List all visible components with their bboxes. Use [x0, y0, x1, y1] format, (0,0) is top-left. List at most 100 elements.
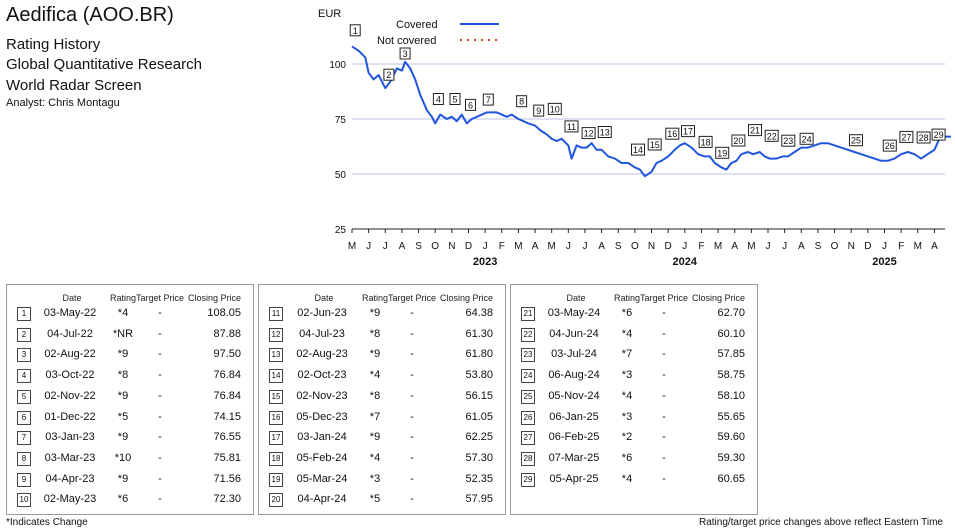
table-row: 8 03-Mar-23 *10 - 75.81 — [7, 449, 253, 469]
footnote-change: *Indicates Change — [6, 517, 88, 528]
row-date: 04-Apr-23 — [45, 472, 95, 485]
rating-marker-label: 11 — [567, 122, 576, 132]
rating-marker-label: 23 — [783, 136, 793, 146]
x-month-label: A — [798, 241, 805, 252]
row-closing-price: 60.10 — [717, 327, 745, 340]
row-number-badge: 4 — [17, 369, 31, 384]
row-date: 03-Oct-22 — [45, 369, 95, 382]
row-number-badge: 7 — [17, 431, 31, 446]
rating-marker-box — [931, 128, 946, 141]
rating-marker-box — [764, 129, 779, 142]
header-closing-price: Closing Price — [439, 293, 493, 303]
table-row: 13 02-Aug-23 *9 - 61.80 — [259, 345, 505, 365]
rating-marker: 21 — [748, 124, 762, 137]
header-date: Date — [566, 293, 586, 303]
rating-marker-box — [899, 130, 914, 143]
rating-marker-label: 25 — [851, 136, 861, 146]
rating-marker-label: 21 — [750, 126, 760, 136]
row-rating: *5 — [117, 410, 129, 423]
rating-marker-label: 2 — [386, 70, 391, 80]
row-number-badge: 12 — [269, 327, 283, 342]
row-target-price: - — [158, 493, 162, 506]
rating-marker-box — [597, 126, 612, 138]
x-month-label: J — [383, 241, 388, 252]
row-number-badge: 19 — [269, 472, 283, 487]
x-month-label: A — [532, 241, 539, 252]
row-rating: *8 — [117, 369, 129, 382]
rating-marker-label: 28 — [919, 133, 929, 143]
table-row: 21 03-May-24 *6 - 62.70 — [511, 304, 757, 324]
rating-marker: 17 — [681, 125, 695, 138]
x-month-label: M — [514, 241, 522, 252]
row-rating: *9 — [117, 472, 129, 485]
rating-marker-label: 4 — [436, 95, 441, 105]
row-closing-price: 87.88 — [213, 327, 241, 340]
x-month-label: J — [566, 241, 571, 252]
rating-marker-box — [432, 93, 444, 105]
rating-marker: 24 — [799, 132, 814, 145]
table-row: 9 04-Apr-23 *9 - 71.56 — [7, 470, 253, 490]
rating-marker-box — [647, 138, 662, 151]
row-closing-price: 52.35 — [465, 472, 493, 485]
row-number-badge: 25 — [521, 389, 535, 404]
row-rating: *6 — [117, 493, 129, 506]
row-target-price: - — [410, 493, 414, 506]
x-month-label: A — [399, 241, 406, 252]
header-rating: Rating — [109, 293, 136, 303]
row-number-badge: 16 — [269, 410, 283, 425]
table-row: 23 03-Jul-24 *7 - 57.85 — [511, 345, 757, 365]
rating-marker-label: 5 — [452, 95, 457, 105]
row-date: 02-Oct-23 — [297, 369, 347, 382]
row-rating: *8 — [369, 327, 381, 340]
rating-marker-label: 1 — [353, 26, 358, 36]
row-closing-price: 74.15 — [213, 410, 241, 423]
row-number-badge: 11 — [269, 307, 283, 321]
row-rating: *9 — [369, 307, 381, 319]
x-year-label: 2024 — [673, 256, 698, 268]
rating-marker-box — [882, 139, 897, 152]
row-target-price: - — [158, 348, 162, 361]
chart-legend: Covered Not covered — [377, 19, 499, 47]
rating-marker-box — [698, 135, 713, 148]
row-rating: *3 — [369, 472, 381, 485]
row-target-price: - — [410, 472, 414, 485]
rating-marker: 5 — [449, 93, 461, 105]
row-target-price: - — [410, 369, 414, 382]
rating-marker-label: 15 — [650, 140, 660, 150]
rating-marker-box — [383, 68, 395, 81]
row-target-price: - — [662, 431, 666, 444]
x-month-label: D — [465, 241, 472, 252]
row-number-badge: 5 — [17, 389, 31, 404]
row-closing-price: 75.81 — [213, 451, 241, 464]
table-row: 4 03-Oct-22 *8 - 76.84 — [7, 366, 253, 386]
y-tick-label: 75 — [335, 115, 347, 126]
rating-marker: 28 — [916, 131, 931, 144]
row-target-price: - — [662, 410, 666, 423]
x-month-label: S — [615, 241, 622, 252]
table-row: 20 04-Apr-24 *5 - 57.95 — [259, 490, 505, 510]
x-month-label: A — [598, 241, 605, 252]
x-month-label: J — [766, 241, 771, 252]
table-row: 28 07-Mar-25 *6 - 59.30 — [511, 449, 757, 469]
x-month-label: O — [831, 241, 839, 252]
header-target-price: Target Price — [387, 293, 437, 303]
row-rating: *10 — [114, 451, 132, 464]
row-date: 02-Nov-23 — [296, 389, 348, 402]
row-target-price: - — [410, 431, 414, 444]
row-closing-price: 59.60 — [717, 431, 745, 444]
row-target-price: - — [158, 431, 162, 444]
row-rating: *6 — [621, 451, 633, 464]
row-closing-price: 59.30 — [717, 451, 745, 464]
table-row: 18 05-Feb-24 *4 - 57.30 — [259, 449, 505, 469]
rating-marker-box — [631, 143, 645, 156]
row-rating: *4 — [369, 451, 381, 464]
header-rating: Rating — [613, 293, 640, 303]
rating-marker-label: 19 — [717, 148, 727, 158]
table-row: 19 05-Mar-24 *3 - 52.35 — [259, 470, 505, 490]
row-rating: *9 — [117, 348, 129, 361]
table-row: 10 02-May-23 *6 - 72.30 — [7, 490, 253, 510]
row-closing-price: 64.38 — [465, 307, 493, 319]
rating-marker: 18 — [698, 135, 713, 148]
